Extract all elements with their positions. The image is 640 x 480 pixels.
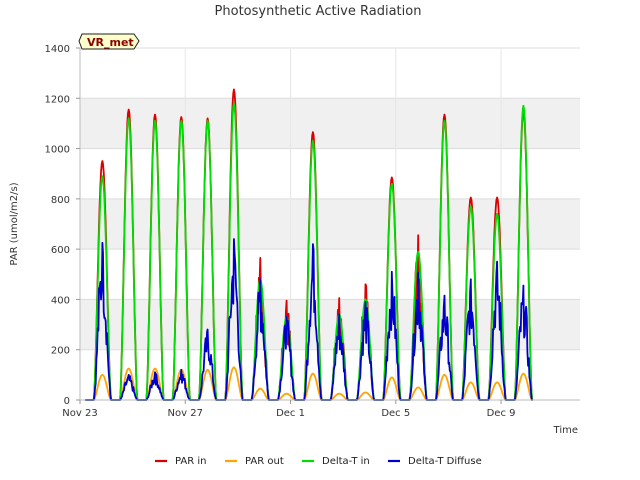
shaded-band-2 [80,98,580,149]
data-point-1-12 [417,386,419,389]
y-tick-label: 1400 [45,44,70,55]
data-point-2-14 [469,205,472,208]
data-point-0-9 [338,297,341,299]
data-point-3-16 [522,284,525,287]
legend-label: Delta-T Diffuse [408,456,482,467]
data-point-1-6 [259,387,262,390]
data-point-1-13 [443,374,446,376]
data-point-3-11 [391,270,393,273]
data-point-1-0 [101,374,104,376]
y-tick-label: 400 [51,295,70,306]
data-point-2-5 [233,102,235,105]
y-tick-label: 0 [64,396,70,407]
y-tick-label: 800 [51,195,70,206]
data-point-2-15 [496,213,498,215]
data-point-2-11 [391,182,393,185]
data-point-2-13 [443,120,446,122]
data-point-1-16 [522,372,525,375]
y-tick-label: 1200 [45,94,70,105]
x-tick-label: Nov 23 [62,408,97,419]
data-point-2-0 [101,175,104,178]
data-point-1-11 [391,376,393,379]
data-point-1-2 [154,367,156,370]
legend-label: PAR out [245,456,284,467]
chart-title: Photosynthetic Active Radiation [215,4,422,19]
shaded-band-0 [80,299,580,350]
data-point-3-10 [364,301,367,303]
data-point-3-3 [180,369,183,371]
axes: 0 200 400 600 800 1000 1200 1400 Nov 23 Nov 27 Dec… [45,44,580,419]
data-point-1-15 [496,381,498,384]
data-point-3-4 [206,328,209,331]
data-point-1-8 [312,372,314,375]
data-point-1-14 [469,381,472,384]
data-point-0-5 [233,88,235,91]
station-badge: VR_met [78,33,140,50]
data-point-0-14 [469,196,472,199]
data-point-2-4 [206,120,209,122]
data-point-3-9 [338,313,341,316]
data-point-0-15 [496,196,498,199]
data-point-1-5 [233,366,235,369]
x-tick-label: Nov 27 [168,408,203,419]
y-axis-title: PAR (umol/m2/s) [9,182,20,265]
x-tick-label: Dec 5 [381,408,410,419]
data-point-2-10 [364,298,367,301]
data-point-0-3 [180,116,183,118]
data-point-2-12 [417,250,419,253]
data-point-1-1 [127,367,130,370]
data-point-0-10 [364,283,367,286]
data-point-0-7 [285,299,288,302]
y-tick-label: 200 [51,346,70,357]
data-point-1-10 [364,391,367,394]
data-point-3-15 [496,260,498,263]
data-point-0-0 [101,160,104,162]
data-point-0-6 [259,257,262,259]
data-point-3-14 [469,278,472,281]
data-point-2-3 [180,120,183,122]
legend-label: PAR in [175,456,206,467]
series-line-delta-t-in [85,102,533,401]
data-point-3-13 [443,294,446,297]
data-point-3-7 [285,316,288,318]
x-axis-title: Time [553,425,578,436]
x-tick-label: Dec 1 [276,408,305,419]
data-point-0-2 [154,113,156,116]
station-badge-label: VR_met [87,36,134,49]
series-line-delta-t-diffuse [85,238,533,401]
data-point-0-8 [312,131,314,134]
data-point-0-11 [391,176,393,179]
data-point-0-1 [127,108,130,111]
data-point-3-0 [101,242,104,244]
series-layer [85,88,533,401]
data-point-1-4 [206,369,209,371]
data-point-0-4 [206,117,209,120]
plot-area [80,48,580,400]
data-point-2-1 [127,117,130,120]
data-point-3-6 [259,278,262,281]
data-point-0-12 [417,234,419,237]
data-point-2-2 [154,120,156,122]
data-point-3-8 [312,243,314,245]
data-point-0-13 [443,113,446,116]
y-tick-label: 600 [51,245,70,256]
data-point-2-16 [522,105,525,107]
data-point-3-12 [417,272,419,274]
data-point-2-8 [312,140,314,142]
shaded-band-1 [80,198,580,250]
y-tick-label: 1000 [45,145,70,156]
data-point-1-7 [285,392,288,395]
station-badge-box [78,33,140,50]
x-tick-label: Dec 9 [487,408,516,419]
legend-label: Delta-T in [322,456,370,467]
data-point-3-2 [154,371,156,374]
data-point-3-1 [127,374,130,376]
data-point-1-9 [338,392,341,395]
data-point-3-5 [233,238,235,240]
legend: PAR in PAR out Delta-T in Delta-T Diffuse [155,456,482,467]
